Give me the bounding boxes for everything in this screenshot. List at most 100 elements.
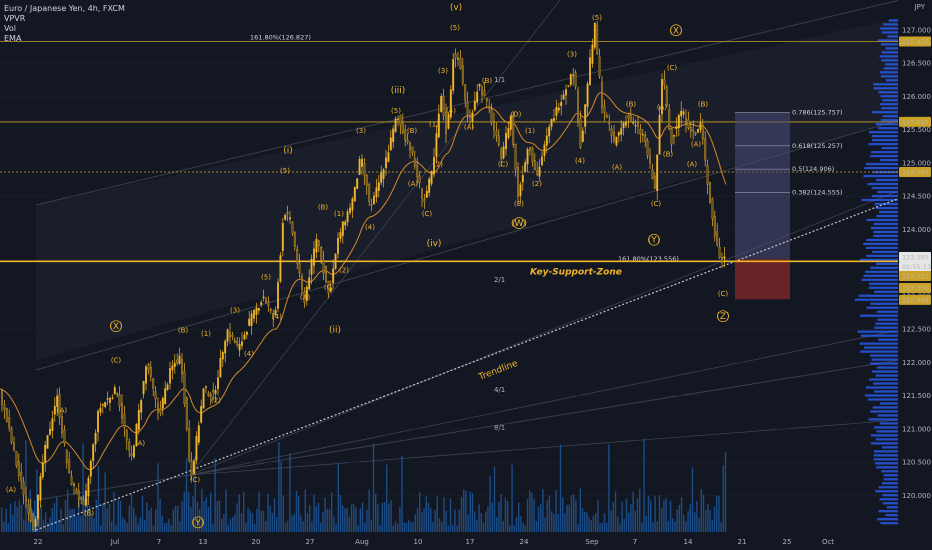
price-tag: 123.523 [899, 270, 931, 281]
volume-bar [520, 516, 522, 532]
wave-circle [717, 310, 729, 323]
wave-label: (A) [6, 486, 17, 494]
volume-bar [192, 496, 194, 532]
volume-bar [584, 511, 586, 532]
candle-body [44, 445, 47, 463]
volume-bar [577, 524, 579, 532]
candle-body [449, 89, 452, 118]
profile-bar [869, 378, 898, 381]
candle-body [17, 461, 20, 476]
candle-body [173, 363, 176, 367]
candle-body [567, 85, 570, 87]
candle-body [584, 104, 587, 127]
volume-bar [452, 524, 454, 532]
wave-circle [192, 516, 204, 529]
price-axis[interactable]: JPY 120.000 120.500 121.000 121.500 122.000 12… [898, 0, 932, 550]
profile-bar [867, 182, 898, 186]
volume-bar [399, 507, 401, 532]
wave-label: (C) [651, 200, 662, 208]
candle-body [413, 158, 416, 167]
wave-label: (4) [575, 157, 585, 165]
candle-body [200, 405, 203, 423]
volume-bar [287, 520, 289, 532]
candle-body [469, 115, 471, 118]
volume-bar [333, 516, 335, 532]
price-tag: 125.617 [899, 116, 931, 127]
candles [1, 21, 726, 534]
candle-body [440, 96, 443, 112]
candle-body [716, 231, 719, 245]
candle-body [202, 388, 205, 409]
volume-bar [535, 521, 537, 532]
indicator-vpvr[interactable]: VPVR [4, 14, 26, 23]
price-tag: 02:55:13 [899, 261, 931, 272]
candle-body [565, 89, 567, 96]
candle-body [291, 222, 294, 234]
volume-bar [104, 472, 106, 532]
candle-body [56, 395, 59, 407]
candle-body [197, 425, 200, 443]
volume-bar [641, 522, 643, 532]
volume-bar [361, 502, 364, 532]
volume-bar [432, 521, 434, 532]
volume-bar [474, 511, 476, 532]
volume-bar [309, 504, 311, 532]
candle-body [104, 401, 107, 407]
profile-bar [870, 434, 898, 437]
volume-bar [113, 491, 115, 532]
volume-bar [161, 515, 163, 532]
candle-body [435, 133, 438, 157]
time-axis[interactable]: 22 Jul 7 13 20 27 Aug 10 17 24 Sep 7 14 21 25 Oct [0, 532, 932, 550]
indicator-vol[interactable]: Vol [4, 24, 16, 33]
volume-bar [617, 516, 619, 532]
volume-bar [86, 497, 89, 532]
candle-body [334, 253, 337, 269]
candle-body [713, 215, 716, 237]
candle-body [145, 366, 147, 384]
indicator-ema[interactable]: EMA [4, 34, 22, 43]
wave-label: (B) [698, 100, 709, 108]
volume-bar [590, 520, 592, 532]
wave-label: (A) [57, 406, 68, 414]
fib-label: 0.786(125.757) [792, 109, 843, 117]
wave-label: (3) [567, 51, 577, 59]
candle-body [128, 441, 131, 451]
candle-body [32, 514, 35, 531]
candle-body [241, 341, 243, 346]
volume-bar [724, 451, 727, 532]
volume-bar [190, 507, 192, 532]
wave-label: (A) [135, 440, 146, 448]
profile-bar [863, 174, 898, 178]
volume-bar [245, 522, 247, 532]
price-tag-label: 123.523 [902, 272, 929, 280]
price-tag-label: 123.585 [902, 254, 929, 262]
fan-line [189, 329, 901, 476]
candle-body [608, 121, 611, 124]
candle-body [308, 277, 311, 290]
candle-body [680, 110, 683, 117]
volume-bar [128, 505, 130, 532]
candle-body [553, 118, 555, 122]
candle-body [97, 410, 99, 433]
candle-body [603, 105, 606, 113]
candle-body [51, 418, 54, 431]
profile-bar [871, 135, 898, 138]
fan-label: 8/1 [494, 424, 505, 432]
profile-bar [880, 119, 898, 122]
volume-bar [201, 489, 203, 532]
price-tag-bg [899, 270, 931, 281]
volume-bar [324, 497, 326, 532]
profile-bar [874, 462, 898, 465]
volume-bar [183, 491, 185, 532]
extension-label: 161.80%(123.556) [618, 255, 679, 263]
candle-body [550, 118, 553, 127]
profile-bar [876, 178, 898, 182]
candle-body [351, 198, 354, 211]
candle-body [495, 130, 498, 136]
volume-bar [317, 502, 320, 532]
volume-bar [386, 464, 388, 532]
candle-body [317, 240, 320, 246]
profile-bar [877, 190, 898, 194]
volume-bar [258, 491, 260, 532]
